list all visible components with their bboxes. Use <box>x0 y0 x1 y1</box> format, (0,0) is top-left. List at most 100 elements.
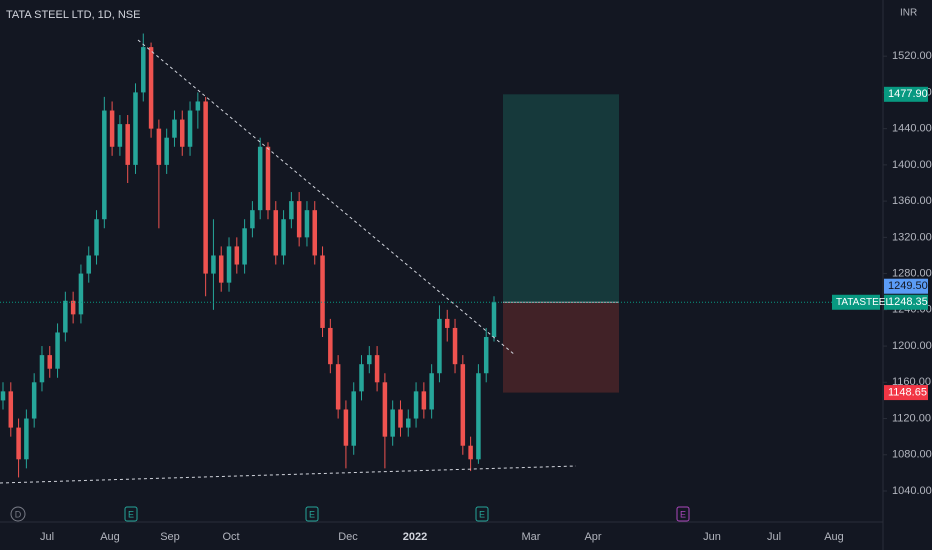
y-tick-label: 1080.00 <box>892 449 932 461</box>
price-label: 1248.35 <box>888 296 928 308</box>
candle-body <box>320 255 325 328</box>
event-label: E <box>680 509 686 519</box>
candle-body <box>0 391 6 401</box>
stop-zone <box>503 302 619 393</box>
event-marker <box>475 506 489 522</box>
y-tick-label: 1280.00 <box>892 267 932 279</box>
symbol-label-bg <box>832 294 880 310</box>
x-tick-label: Aug <box>100 531 120 543</box>
candle-body <box>195 101 201 111</box>
candle-body <box>367 355 372 365</box>
candle-body <box>211 255 216 274</box>
candle-body <box>148 47 154 129</box>
event-marker <box>10 506 26 522</box>
candle-body <box>164 137 169 165</box>
event-marker <box>676 506 690 522</box>
x-tick-label: Aug <box>824 531 844 543</box>
candle-body <box>335 364 341 410</box>
plot <box>0 33 619 478</box>
candle-body <box>242 228 247 265</box>
y-tick-label: 1120.00 <box>892 412 931 424</box>
x-tick-label: Jul <box>40 531 54 543</box>
event-marker <box>124 506 138 522</box>
candle-body <box>24 418 29 460</box>
y-tick-label: 1200.00 <box>892 340 932 352</box>
candle-body <box>70 300 76 315</box>
candle-body <box>180 119 185 147</box>
candle-body <box>429 373 434 410</box>
candle-body <box>16 427 21 460</box>
event-label: E <box>479 509 485 519</box>
x-tick-label: Dec <box>338 531 358 543</box>
candle-body <box>234 246 240 265</box>
candle-body <box>390 409 395 437</box>
candle-body <box>226 246 232 283</box>
candle-body <box>55 332 60 369</box>
candle-body <box>452 327 458 365</box>
candle-body <box>421 391 427 410</box>
candle-body <box>218 255 224 283</box>
price-label-bg <box>884 385 928 401</box>
candle-body <box>406 418 411 428</box>
candle-body <box>382 382 388 437</box>
candle-body <box>47 355 53 369</box>
candle-body <box>250 210 255 229</box>
currency: INR <box>900 8 917 19</box>
target-zone <box>503 94 619 303</box>
price-label-bg <box>884 278 928 294</box>
candle-body <box>304 210 310 238</box>
candle-body <box>109 110 115 147</box>
x-tick-label: Apr <box>584 531 601 543</box>
y-tick-label: 1040.00 <box>892 485 932 497</box>
candle-body <box>437 318 442 374</box>
candle-body <box>460 364 466 446</box>
candle-body <box>117 124 123 147</box>
candle-body <box>31 382 37 419</box>
candle-body <box>172 119 177 138</box>
candle-body <box>203 101 208 274</box>
candle-body <box>141 47 146 93</box>
candle-body <box>8 391 14 428</box>
candle-body <box>343 409 349 446</box>
event-label: E <box>128 509 134 519</box>
candle-body <box>125 124 130 165</box>
x-tick-label: Oct <box>222 531 239 543</box>
candle-body <box>156 128 162 165</box>
x-tick-label: Sep <box>160 531 180 543</box>
candle-body <box>63 300 68 333</box>
candle-body <box>289 201 294 220</box>
candle-body <box>444 318 450 328</box>
candle-body <box>265 146 271 211</box>
candle-body <box>359 364 364 392</box>
candle-body <box>102 110 107 220</box>
x-tick-label: 2022 <box>403 531 427 543</box>
y-tick-label: 1440.00 <box>892 123 932 135</box>
symbol-label: TATASTEEL <box>836 297 891 308</box>
event-label: D <box>15 509 22 519</box>
trend-line <box>0 465 577 484</box>
x-tick-label: Jul <box>767 531 781 543</box>
candle-body <box>351 391 356 446</box>
y-tick-label: 1360.00 <box>892 195 932 207</box>
candle-body <box>86 255 91 274</box>
chart-title: TATA STEEL LTD, 1D, NSE <box>6 9 140 21</box>
price-label-bg <box>884 294 928 310</box>
candle-body <box>328 327 333 365</box>
price-label: 1148.65 <box>888 386 927 398</box>
candle-body <box>187 110 193 147</box>
event-marker <box>305 506 319 522</box>
candle-body <box>273 210 279 256</box>
y-tick-label: 1400.00 <box>892 159 932 171</box>
candle-body <box>468 445 473 460</box>
candle-body <box>413 391 419 419</box>
candle-body <box>398 409 403 428</box>
y-tick-label: 1320.00 <box>892 231 932 243</box>
candle-body <box>257 146 263 211</box>
trend-line <box>137 39 516 356</box>
candle-body <box>133 92 138 165</box>
candle-body <box>94 219 99 256</box>
candle-body <box>39 355 45 383</box>
candle-body <box>312 210 317 256</box>
price-label: 1249.50 <box>888 280 928 292</box>
